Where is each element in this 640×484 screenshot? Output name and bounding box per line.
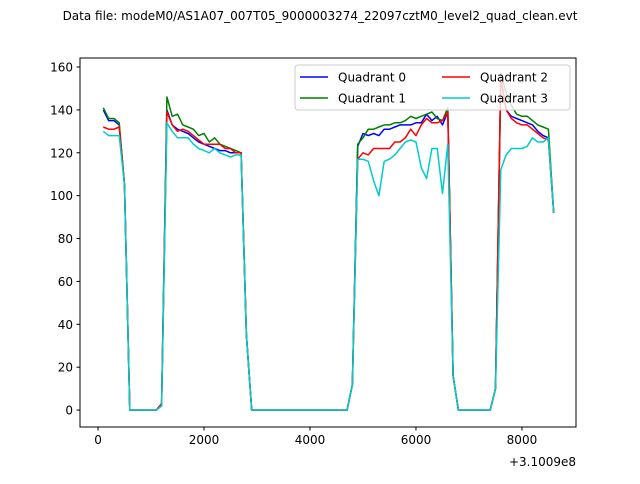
x-tick-label: 8000 (507, 433, 538, 447)
series-line-quadrant-1 (102, 72, 555, 411)
legend-label-quadrant-3: Quadrant 3 (480, 92, 548, 106)
legend-label-quadrant-1: Quadrant 1 (338, 92, 406, 106)
series-line-quadrant-3 (102, 122, 555, 411)
y-axis: 0 20 40 60 80 100 120 140 160 (50, 61, 80, 418)
legend-label-quadrant-0: Quadrant 0 (338, 71, 406, 85)
y-tick-label: 140 (50, 103, 73, 117)
x-tick-label: 4000 (295, 433, 326, 447)
axes-frame (79, 57, 577, 428)
chart-title: Data file: modeM0/AS1A07_007T05_90000032… (63, 9, 578, 23)
x-tick-label: 0 (94, 433, 102, 447)
series-layer (102, 72, 555, 411)
y-tick-label: 40 (58, 318, 73, 332)
legend: Quadrant 0 Quadrant 1 Quadrant 2 Quadrant 3 (294, 64, 571, 111)
legend-frame (294, 64, 571, 111)
y-tick-label: 160 (50, 61, 73, 75)
y-tick-label: 120 (50, 146, 73, 160)
legend-label-quadrant-2: Quadrant 2 (480, 71, 548, 85)
series-line-quadrant-2 (103, 76, 555, 411)
x-tick-label: 6000 (401, 433, 432, 447)
y-tick-label: 0 (65, 404, 73, 418)
y-tick-label: 80 (58, 232, 73, 246)
y-tick-label: 100 (50, 189, 73, 203)
y-tick-label: 60 (58, 275, 73, 289)
x-offset-label: +3.1009e8 (509, 455, 576, 469)
y-tick-label: 20 (58, 361, 73, 375)
series-line-quadrant-0 (102, 76, 555, 411)
x-tick-label: 2000 (189, 433, 220, 447)
x-axis: 0 2000 4000 6000 8000 (94, 427, 537, 447)
